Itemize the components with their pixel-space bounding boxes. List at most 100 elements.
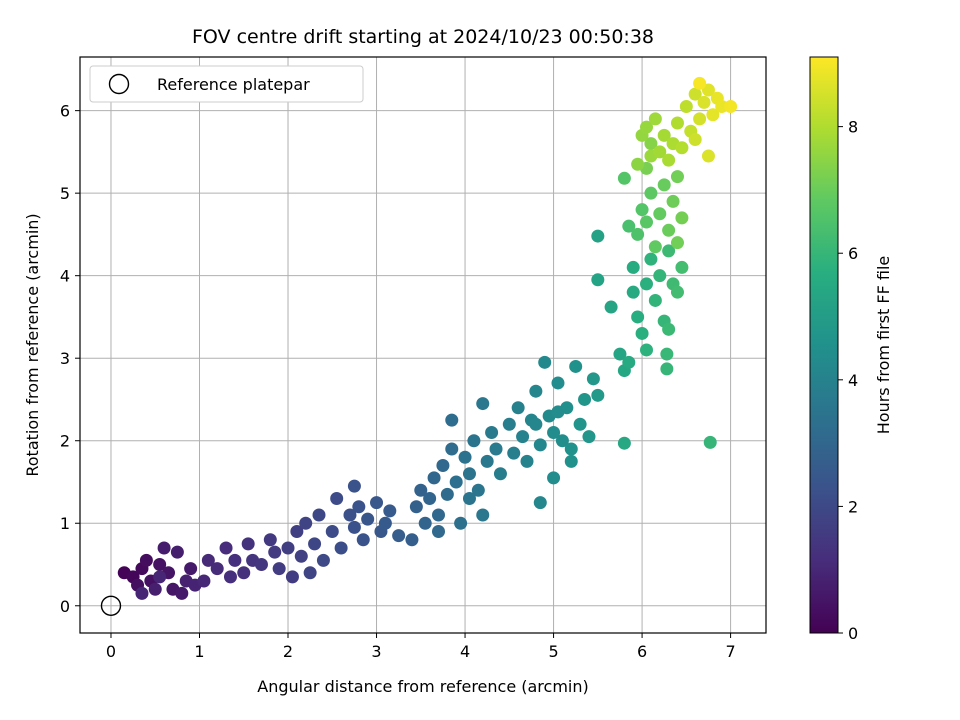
data-point [356, 533, 370, 547]
colorbar-label: Hours from first FF file [874, 256, 893, 435]
data-point [511, 401, 525, 415]
plot-area-frame [79, 56, 767, 634]
y-tick-label: 3 [60, 349, 70, 368]
data-point [635, 326, 649, 340]
x-tick-label: 7 [725, 642, 735, 661]
data-point [303, 566, 317, 580]
x-tick-label: 6 [637, 642, 647, 661]
data-point [626, 260, 640, 274]
legend-box [89, 65, 364, 103]
y-tick-label: 2 [60, 432, 70, 451]
data-point [648, 240, 662, 254]
data-point [675, 141, 689, 155]
data-point [440, 487, 454, 501]
data-point [445, 442, 459, 456]
data-point [533, 438, 547, 452]
colorbar-ticks: 0 2 4 6 8 [838, 118, 858, 643]
x-tick-label: 5 [548, 642, 558, 661]
data-point [454, 516, 468, 530]
data-point [431, 524, 445, 538]
data-point [631, 310, 645, 324]
data-point [631, 227, 645, 241]
data-point [153, 570, 167, 584]
y-tick-label: 0 [60, 597, 70, 616]
data-point [281, 541, 295, 555]
colorbar: 0 2 4 6 8 Hours from first FF file [809, 56, 893, 643]
data-point [679, 100, 693, 114]
data-point [343, 508, 357, 522]
data-point [666, 194, 680, 208]
data-point [157, 541, 171, 555]
data-point [670, 236, 684, 250]
data-point [361, 512, 375, 526]
data-point [330, 491, 344, 505]
data-point [268, 545, 282, 559]
data-point [392, 529, 406, 543]
data-point [308, 537, 322, 551]
data-point [272, 562, 286, 576]
data-point [706, 108, 720, 122]
data-point [383, 504, 397, 518]
data-point [299, 516, 313, 530]
data-point [622, 219, 636, 233]
data-point [516, 430, 530, 444]
data-point [578, 392, 592, 406]
data-point [648, 112, 662, 126]
data-point [701, 149, 715, 163]
data-point [476, 397, 490, 411]
data-point [436, 458, 450, 472]
x-axis: 0 1 2 3 4 5 6 7 [106, 633, 736, 661]
data-point [325, 524, 339, 538]
data-point [153, 558, 167, 572]
data-point [312, 508, 326, 522]
data-point [370, 496, 384, 510]
data-point [586, 372, 600, 386]
data-point [529, 384, 543, 398]
data-point [316, 553, 330, 567]
legend: Reference platepar [89, 65, 364, 103]
data-point [139, 553, 153, 567]
data-point [657, 128, 671, 142]
data-point [241, 537, 255, 551]
data-point [617, 171, 631, 185]
data-point [635, 203, 649, 217]
data-point [551, 405, 565, 419]
data-point [520, 454, 534, 468]
data-point [201, 553, 215, 567]
data-point [409, 500, 423, 514]
legend-marker-icon [108, 73, 130, 95]
data-point [613, 347, 627, 361]
data-point [352, 500, 366, 514]
data-point [653, 207, 667, 221]
data-point [547, 425, 561, 439]
data-point [688, 133, 702, 147]
data-point [502, 417, 516, 431]
data-point [675, 211, 689, 225]
data-point [210, 562, 224, 576]
data-point [622, 355, 636, 369]
data-point [263, 533, 277, 547]
data-point [294, 549, 308, 563]
data-point [507, 446, 521, 460]
data-point [591, 388, 605, 402]
data-point [347, 520, 361, 534]
data-point [703, 435, 717, 449]
data-point [485, 425, 499, 439]
data-point [462, 467, 476, 481]
data-point [237, 566, 251, 580]
data-point [662, 322, 676, 336]
data-point [148, 582, 162, 596]
y-tick-label: 5 [60, 184, 70, 203]
colorbar-tick-label: 0 [848, 624, 858, 643]
data-point [418, 516, 432, 530]
data-point [693, 76, 707, 90]
data-point [458, 450, 472, 464]
data-point [644, 137, 658, 151]
data-point [569, 359, 583, 373]
data-point [467, 434, 481, 448]
data-point [626, 285, 640, 299]
data-point [184, 562, 198, 576]
data-point [290, 524, 304, 538]
data-point [449, 475, 463, 489]
data-point [657, 178, 671, 192]
